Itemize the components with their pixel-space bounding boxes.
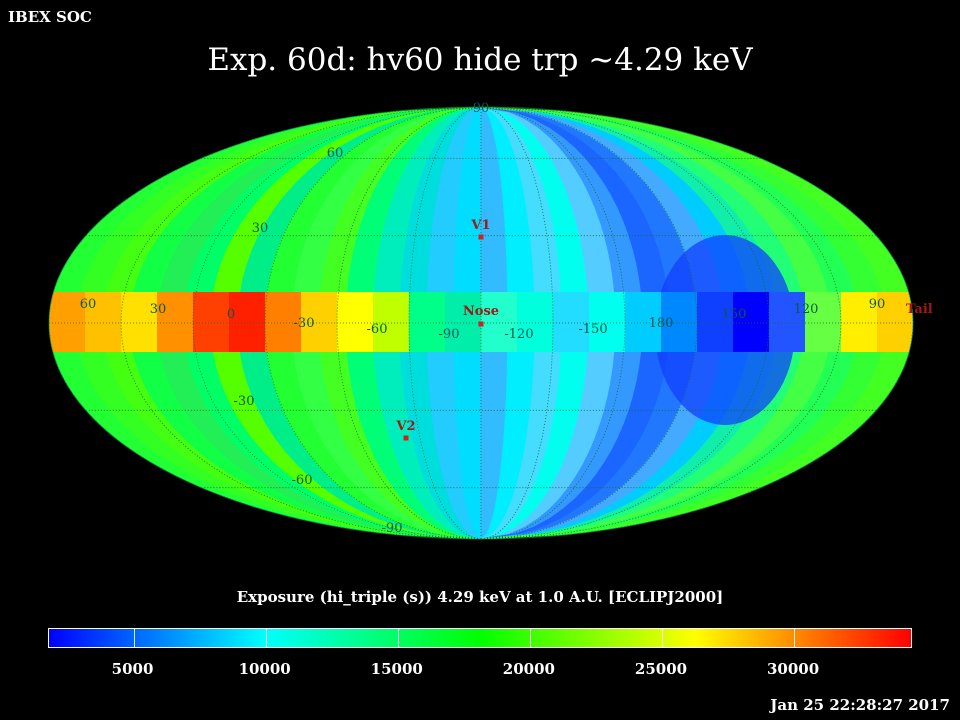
- colorbar-tick-label: 15000: [370, 660, 423, 678]
- latitude-label: -90: [382, 521, 403, 536]
- longitude-label: -60: [367, 322, 388, 337]
- colorbar-tick-label: 30000: [767, 660, 820, 678]
- latitude-label: 30: [252, 221, 269, 236]
- timestamp: Jan 25 22:28:27 2017: [770, 696, 950, 714]
- equatorial-strip-cell: [553, 292, 590, 352]
- longitude-label: 120: [794, 302, 819, 317]
- equatorial-strip-cell: [85, 292, 122, 352]
- marker-tail-label: Tail: [906, 302, 933, 317]
- longitude-label: -120: [504, 327, 533, 342]
- latitude-label: -60: [292, 473, 313, 488]
- marker-nose-label: Nose: [463, 304, 499, 319]
- colorbar-tick-label: 5000: [111, 660, 154, 678]
- latitude-label: 60: [327, 146, 344, 161]
- equatorial-strip-cell: [805, 292, 842, 352]
- longitude-label: -90: [439, 327, 460, 342]
- longitude-label: 150: [722, 307, 747, 322]
- equatorial-strip-cell: [229, 292, 266, 352]
- equatorial-strip-cell: [661, 292, 698, 352]
- equatorial-strip-cell: [589, 292, 626, 352]
- longitude-label: 30: [150, 302, 167, 317]
- marker-v2-label: V2: [395, 419, 415, 434]
- equatorial-strip-cell: [409, 292, 446, 352]
- equatorial-strip-cell: [373, 292, 410, 352]
- equatorial-strip-cell: [733, 292, 770, 352]
- colorbar-tick: [397, 629, 399, 647]
- longitude-label: 0: [227, 307, 235, 322]
- marker-nose-dot: [478, 321, 484, 327]
- latitude-label: -30: [234, 394, 255, 409]
- colorbar-tick: [794, 629, 796, 647]
- equatorial-strip-cell: [481, 292, 518, 352]
- map-title: Exp. 60d: hv60 hide trp ~4.29 keV: [207, 42, 753, 78]
- equatorial-strip-cell: [157, 292, 194, 352]
- equatorial-strip-cell: [877, 292, 913, 352]
- colorbar-tick-label: 20000: [502, 660, 555, 678]
- equatorial-strip-cell: [625, 292, 662, 352]
- equatorial-strip-cell: [121, 292, 158, 352]
- longitude-label: 60: [80, 297, 97, 312]
- equatorial-strip-cell: [841, 292, 878, 352]
- equatorial-strip-cell: [265, 292, 302, 352]
- marker-v1-dot: [478, 234, 484, 240]
- colorbar-title: Exposure (hi_triple (s)) 4.29 keV at 1.0…: [236, 588, 724, 606]
- longitude-label: 90: [869, 297, 886, 312]
- longitude-label: 180: [649, 316, 674, 331]
- colorbar-tick: [529, 629, 531, 647]
- colorbar-tick: [661, 629, 663, 647]
- colorbar-tick: [265, 629, 267, 647]
- longitude-label: -150: [578, 322, 607, 337]
- equatorial-strip-cell: [337, 292, 374, 352]
- colorbar: [48, 628, 912, 648]
- equatorial-strip-cell: [49, 292, 86, 352]
- equatorial-strip-cell: [769, 292, 806, 352]
- colorbar-tick: [133, 629, 135, 647]
- colorbar-tick-label: 25000: [634, 660, 688, 678]
- corner-label: IBEX SOC: [8, 8, 92, 26]
- marker-v2-dot: [403, 435, 409, 441]
- equatorial-strip-cell: [445, 292, 482, 352]
- latitude-label: 90: [473, 101, 490, 116]
- equatorial-strip-cell: [697, 292, 734, 352]
- equatorial-strip-cell: [193, 292, 230, 352]
- longitude-label: -30: [294, 316, 315, 331]
- equatorial-strip-cell: [301, 292, 338, 352]
- equatorial-strip-cell: [517, 292, 554, 352]
- colorbar-tick-label: 10000: [238, 660, 291, 678]
- marker-v1-label: V1: [470, 218, 490, 233]
